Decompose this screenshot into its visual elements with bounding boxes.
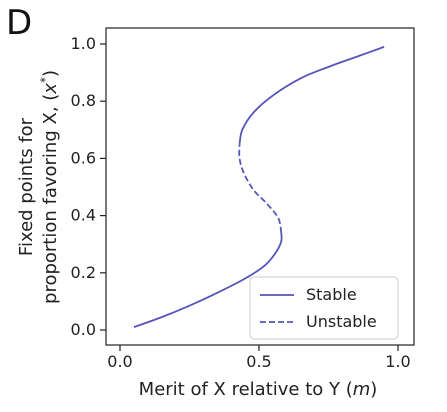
series-line-solid-0 xyxy=(133,232,283,328)
x-axis-label: Merit of X relative to Y (m) xyxy=(139,379,378,400)
y-tick-label: 0.8 xyxy=(71,91,96,110)
legend-label: Unstable xyxy=(306,312,377,331)
plot-area: 0.0 0.5 1.0 0.0 0.2 0.4 0.6 0.8 1.0 Stable Unstabl… xyxy=(71,27,415,371)
legend-box xyxy=(249,276,399,340)
legend-label: Stable xyxy=(306,285,357,304)
x-tick-label: 1.0 xyxy=(385,352,410,371)
y-tick-label: 0.4 xyxy=(71,206,96,225)
x-tick-label: 0.5 xyxy=(246,352,271,371)
y-tick-label: 0.2 xyxy=(71,263,96,282)
y-axis-label-line2: proportion favoring X, (x*) xyxy=(38,70,61,304)
y-tick-label: 0.6 xyxy=(71,148,96,167)
panel-label: D xyxy=(6,3,32,43)
x-tick-label: 0.0 xyxy=(107,352,132,371)
series-line-solid-2 xyxy=(238,46,385,145)
plot-frame xyxy=(105,27,415,346)
y-tick-label: 0.0 xyxy=(71,320,96,339)
series-line-dashed-1 xyxy=(238,144,283,233)
y-axis-label: Fixed points for proportion favoring X, … xyxy=(16,70,61,304)
y-axis-label-line1: Fixed points for xyxy=(16,117,37,256)
y-tick-label: 1.0 xyxy=(71,34,96,53)
